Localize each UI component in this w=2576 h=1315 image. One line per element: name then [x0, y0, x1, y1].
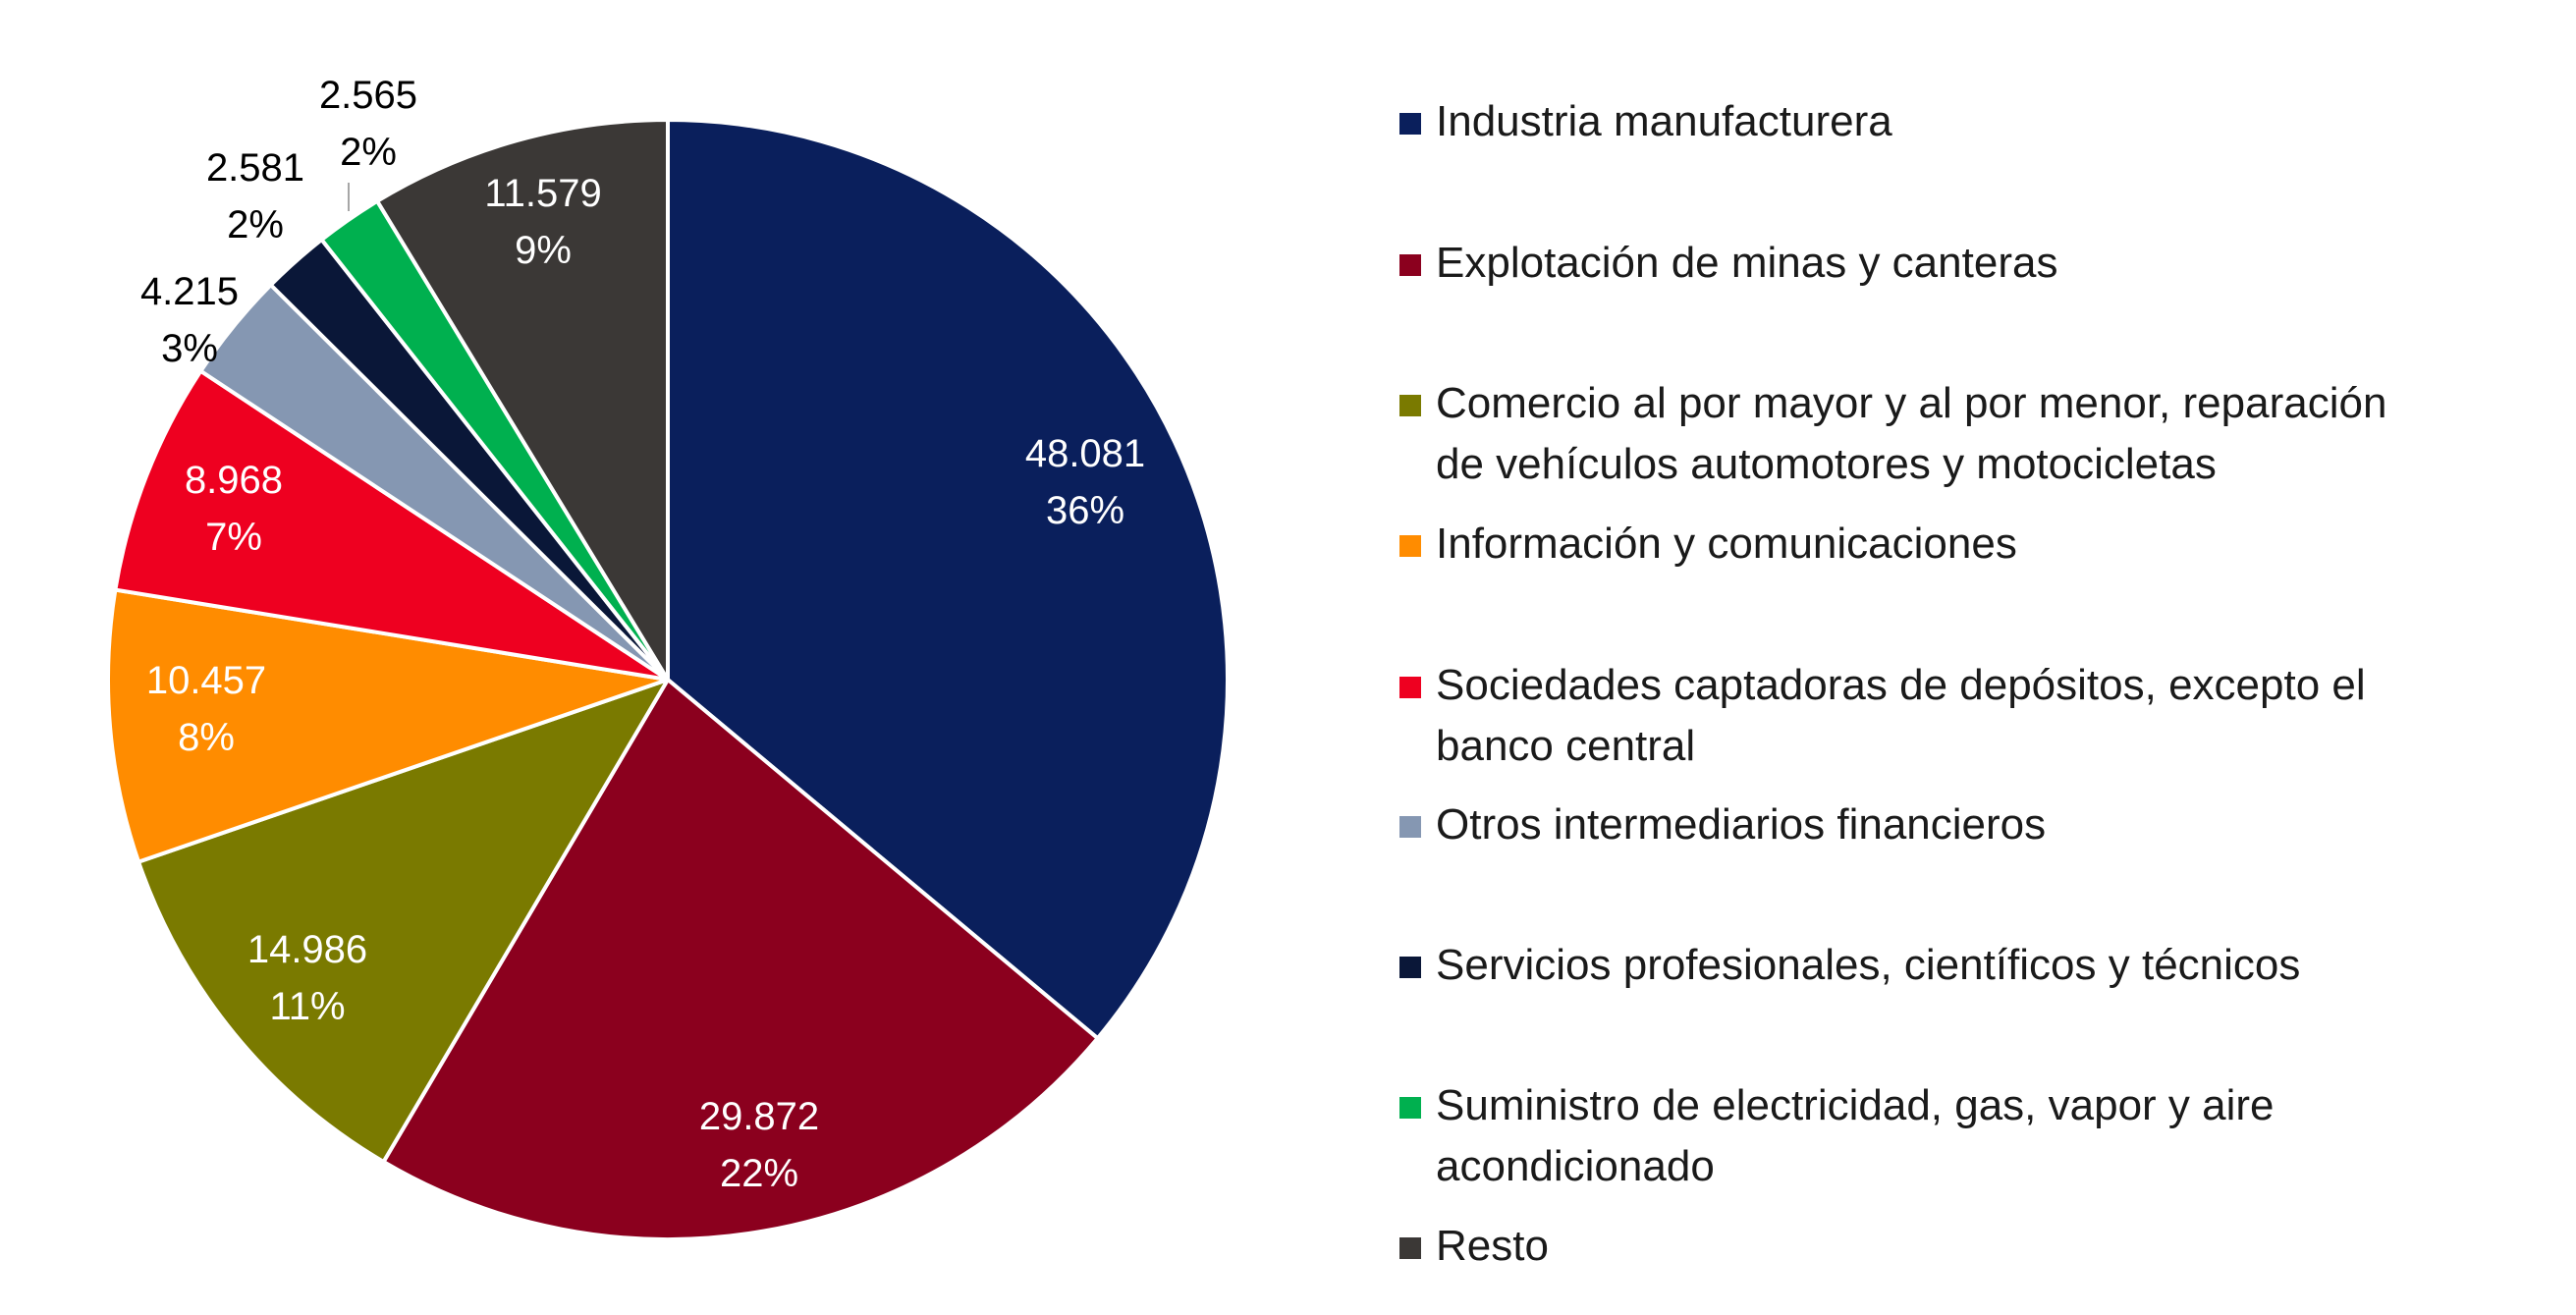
data-label-percent: 8%: [178, 716, 235, 759]
data-label-sociedades-captadoras-de-depositos-excepto-el-banco-central: 8.968 7%: [185, 459, 283, 559]
pie-slice-industria-manufacturera: [666, 118, 1230, 1041]
legend-swatch: [1399, 254, 1421, 276]
data-label-percent: 3%: [161, 327, 218, 370]
data-label-informacion-y-comunicaciones: 10.457 8%: [146, 659, 266, 759]
legend-label: Información y comunicaciones: [1436, 520, 2017, 568]
data-label-industria-manufacturera: 48.081 36%: [1025, 432, 1145, 532]
legend-swatch: [1399, 113, 1421, 135]
pie-slice-comercio-al-por-mayor-y-al-por-menor-reparacion-de-vehiculos-automotores-y-motocicletas: [137, 678, 670, 1165]
data-label-percent: 7%: [205, 516, 262, 559]
data-label-value: 10.457: [146, 659, 266, 702]
data-label-percent: 2%: [227, 203, 284, 247]
data-label-value: 8.968: [185, 459, 283, 502]
data-label-percent: 9%: [515, 229, 572, 272]
data-label-value: 4.215: [140, 270, 239, 313]
data-label-otros-intermediarios-financieros: 4.215 3%: [140, 270, 239, 370]
legend-label: Comercio al por mayor y al por menor, re…: [1436, 379, 2386, 488]
legend-swatch: [1399, 395, 1421, 416]
pie-slice-sociedades-captadoras-de-depositos-excepto-el-banco-central: [113, 368, 670, 682]
legend-item-comercio-al-por-mayor-y-al-por-menor-reparacion-de-vehiculos-automotores-y-motocicletas: Comercio al por mayor y al por menor, re…: [1399, 379, 2386, 488]
legend-swatch: [1399, 957, 1421, 978]
legend-swatch: [1399, 816, 1421, 838]
data-label-value: 14.986: [247, 928, 367, 971]
slices-layer: [106, 118, 1230, 1241]
legend-item-servicios-profesionales-cientificos-y-tecnicos: Servicios profesionales, científicos y t…: [1399, 941, 2300, 989]
data-label-percent: 11%: [269, 985, 345, 1028]
legend-label: Resto: [1436, 1222, 1549, 1270]
data-label-resto: 11.579 9%: [484, 172, 601, 272]
legend-swatch: [1399, 677, 1421, 698]
legend-item-explotacion-de-minas-y-canteras: Explotación de minas y canteras: [1399, 239, 2057, 287]
legend-item-resto: Resto: [1399, 1222, 1549, 1270]
data-label-value: 29.872: [699, 1095, 819, 1138]
data-labels: 48.081 36% 29.872 22% 14.986 11% 10.457 8% 8.968…: [140, 74, 1145, 1195]
data-label-explotacion-de-minas-y-canteras: 29.872 22%: [699, 1095, 819, 1195]
legend-swatch: [1399, 1237, 1421, 1259]
data-label-value: 11.579: [484, 172, 601, 215]
data-label-value: 48.081: [1025, 432, 1145, 475]
legend-label: Industria manufacturera: [1436, 97, 1892, 145]
pie-slice-explotacion-de-minas-y-canteras: [381, 678, 1100, 1241]
legend-item-suministro-de-electricidad-gas-vapor-y-aire-acondicionado: Suministro de electricidad, gas, vapor y…: [1399, 1081, 2275, 1190]
data-label-value: 2.581: [206, 146, 304, 190]
data-label-servicios-profesionales-cientificos-y-tecnicos: 2.581 2%: [206, 146, 304, 247]
data-label-percent: 36%: [1046, 489, 1124, 532]
legend-label: Sociedades captadoras de depósitos, exce…: [1436, 661, 2366, 770]
legend-swatch: [1399, 1097, 1421, 1119]
data-label-percent: 22%: [720, 1152, 798, 1195]
pie-slice-resto: [375, 118, 670, 682]
legend-item-otros-intermediarios-financieros: Otros intermediarios financieros: [1399, 800, 2046, 849]
legend-label: Suministro de electricidad, gas, vapor y…: [1436, 1081, 2275, 1190]
legend: Industria manufacturera Explotación de mi…: [1399, 97, 2386, 1270]
legend-item-industria-manufacturera: Industria manufacturera: [1399, 97, 1892, 145]
data-label-comercio-al-por-mayor-y-al-por-menor-reparacion-de-vehiculos-automotores-y-motocicletas: 14.986 11%: [247, 928, 367, 1028]
data-label-value: 2.565: [319, 74, 417, 117]
data-label-percent: 2%: [340, 131, 397, 174]
legend-label: Otros intermediarios financieros: [1436, 800, 2046, 849]
legend-item-informacion-y-comunicaciones: Información y comunicaciones: [1399, 520, 2017, 568]
legend-item-sociedades-captadoras-de-depositos-excepto-el-banco-central: Sociedades captadoras de depósitos, exce…: [1399, 661, 2366, 770]
legend-swatch: [1399, 535, 1421, 557]
legend-label: Explotación de minas y canteras: [1436, 239, 2057, 287]
legend-label: Servicios profesionales, científicos y t…: [1436, 941, 2300, 989]
data-label-suministro-de-electricidad-gas-vapor-y-aire-acondicionado: 2.565 2%: [319, 74, 417, 174]
